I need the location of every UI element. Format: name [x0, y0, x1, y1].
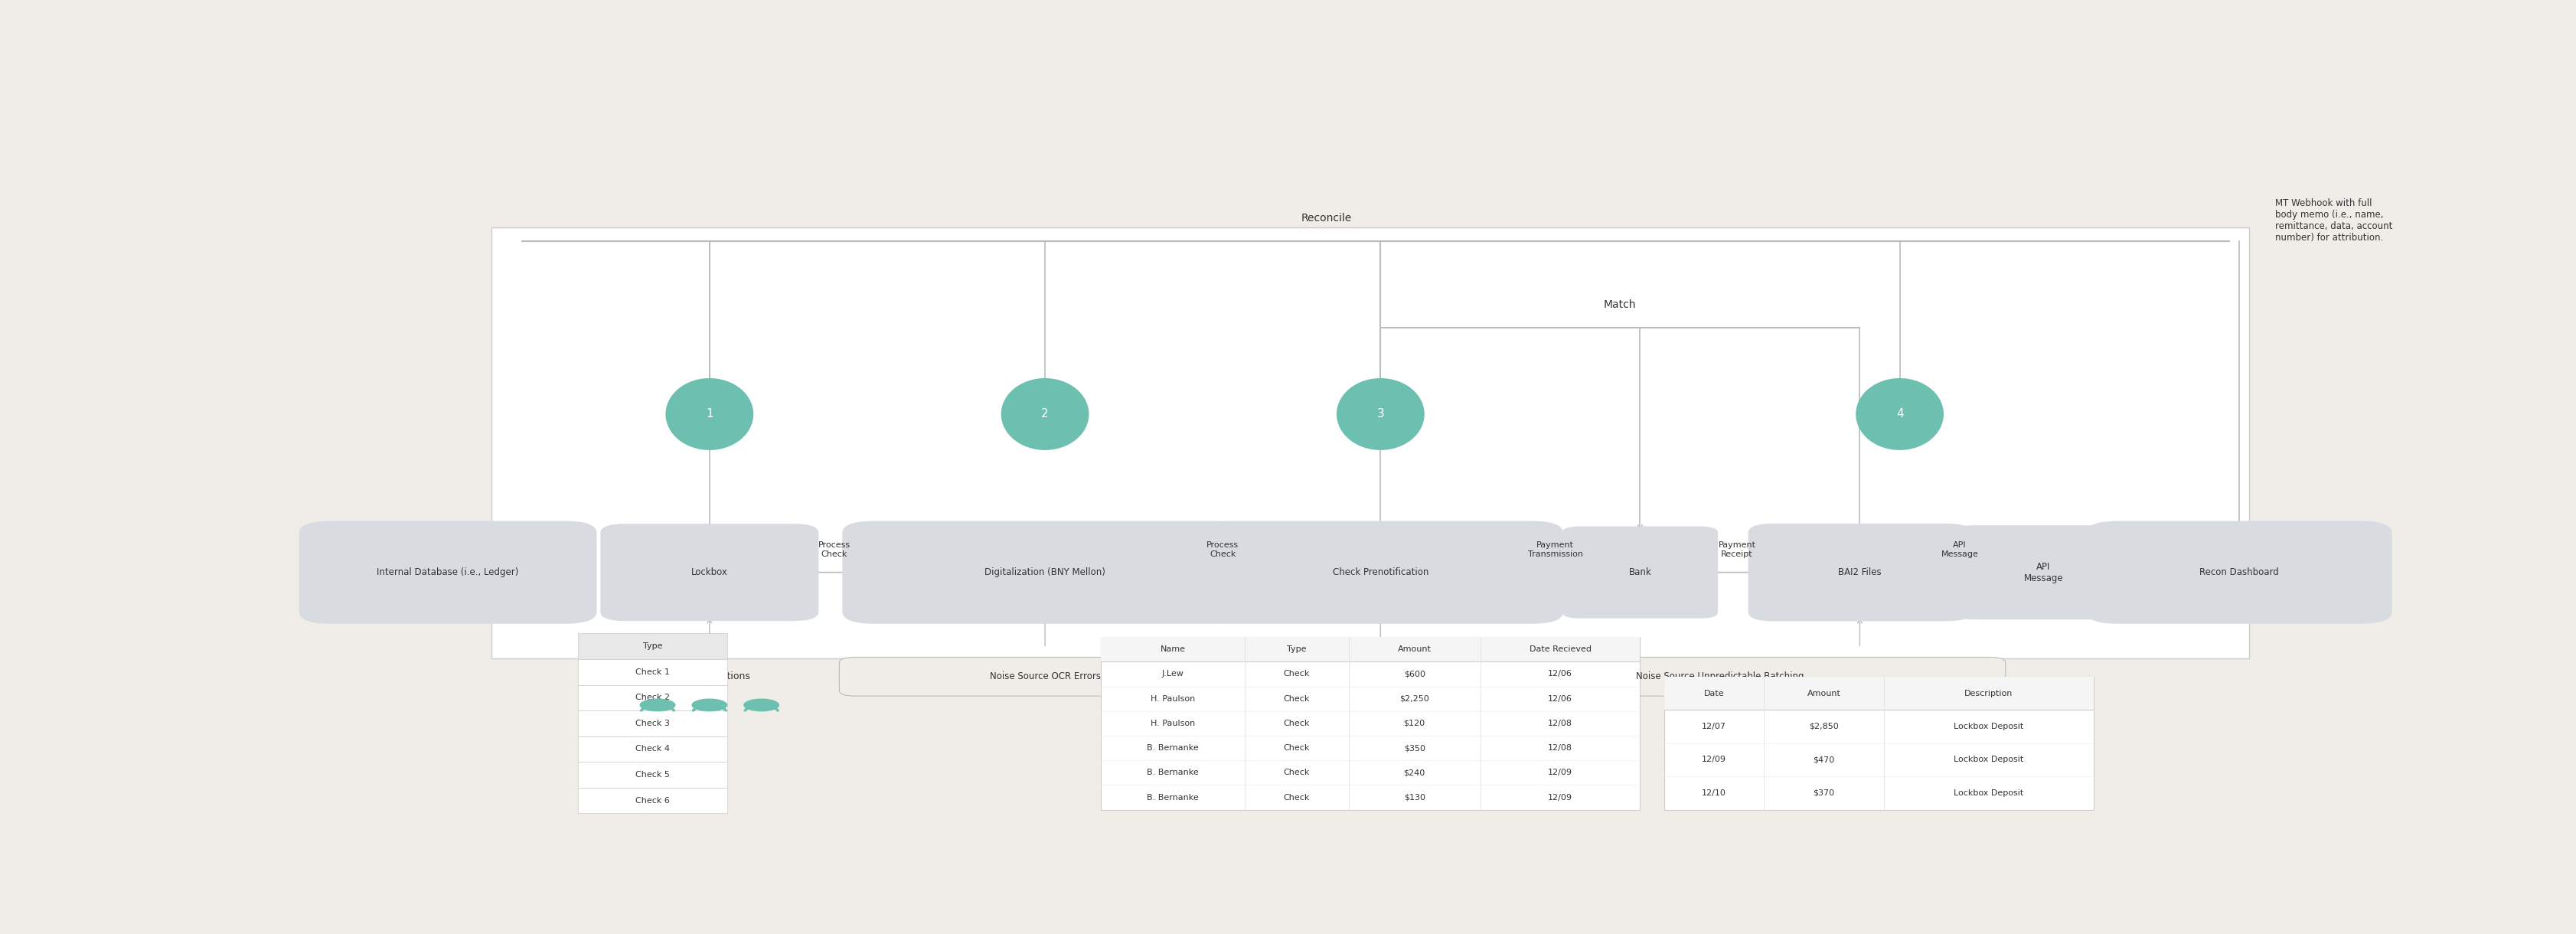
Text: $350: $350: [1404, 744, 1425, 752]
FancyBboxPatch shape: [577, 711, 726, 736]
Text: Amount: Amount: [1806, 689, 1839, 697]
FancyBboxPatch shape: [577, 633, 726, 659]
Text: 12/10: 12/10: [1700, 789, 1726, 797]
Text: B. Bernanke: B. Bernanke: [1146, 769, 1198, 776]
Text: API
Message: API Message: [2022, 561, 2063, 583]
Text: $120: $120: [1404, 719, 1425, 728]
Text: 12/09: 12/09: [1548, 794, 1571, 801]
Text: Recon Dashboard: Recon Dashboard: [2200, 567, 2277, 577]
Ellipse shape: [1855, 378, 1942, 450]
Text: $470: $470: [1814, 756, 1834, 764]
FancyBboxPatch shape: [577, 787, 726, 814]
FancyBboxPatch shape: [492, 227, 2249, 658]
Text: Check: Check: [1283, 695, 1309, 702]
Text: 12/08: 12/08: [1548, 719, 1571, 728]
Text: Digitalization (BNY Mellon): Digitalization (BNY Mellon): [984, 567, 1105, 577]
Text: 12/06: 12/06: [1548, 671, 1571, 678]
Text: 1: 1: [706, 408, 714, 420]
Text: Description: Description: [1963, 689, 2012, 697]
FancyBboxPatch shape: [1198, 521, 1564, 624]
Text: 4: 4: [1896, 408, 1904, 420]
Text: $370: $370: [1814, 789, 1834, 797]
Text: 12/09: 12/09: [1548, 769, 1571, 776]
FancyBboxPatch shape: [1953, 525, 2133, 619]
Circle shape: [744, 699, 778, 712]
Text: $600: $600: [1404, 671, 1425, 678]
Text: Match: Match: [1602, 299, 1636, 310]
FancyBboxPatch shape: [1664, 676, 2092, 710]
Text: $2,850: $2,850: [1808, 723, 1839, 730]
Text: B. Bernanke: B. Bernanke: [1146, 794, 1198, 801]
Text: Lockbox Deposit: Lockbox Deposit: [1953, 723, 2022, 730]
Text: Check 4: Check 4: [636, 745, 670, 753]
Text: $240: $240: [1404, 769, 1425, 776]
Text: 12/09: 12/09: [1700, 756, 1726, 764]
FancyBboxPatch shape: [577, 659, 726, 685]
Text: Noise Source Unpredictable Batching: Noise Source Unpredictable Batching: [1636, 672, 1803, 682]
Text: Lockbox Deposit: Lockbox Deposit: [1953, 756, 2022, 764]
Text: H. Paulson: H. Paulson: [1149, 719, 1195, 728]
FancyBboxPatch shape: [840, 658, 1249, 696]
Text: Bank: Bank: [1628, 567, 1651, 577]
Text: $130: $130: [1404, 794, 1425, 801]
Text: Check Prenotification: Check Prenotification: [1332, 567, 1427, 577]
FancyBboxPatch shape: [600, 524, 819, 621]
FancyBboxPatch shape: [1100, 637, 1638, 810]
Text: Check 5: Check 5: [636, 771, 670, 779]
Text: Payment
Transmission: Payment Transmission: [1528, 542, 1582, 558]
Ellipse shape: [1337, 378, 1425, 450]
Text: Check 1: Check 1: [636, 668, 670, 676]
Text: Check: Check: [1283, 719, 1309, 728]
Ellipse shape: [999, 378, 1090, 450]
Text: Date: Date: [1703, 689, 1723, 697]
Text: Lockbox: Lockbox: [690, 567, 726, 577]
Text: Process
Check: Process Check: [819, 542, 850, 558]
Text: Check 2: Check 2: [636, 694, 670, 701]
FancyBboxPatch shape: [299, 521, 598, 624]
Text: Check: Check: [1283, 744, 1309, 752]
Text: API
Message: API Message: [1940, 542, 1978, 558]
Text: Check: Check: [1283, 794, 1309, 801]
Text: 3: 3: [1376, 408, 1383, 420]
Text: Process
Check: Process Check: [1206, 542, 1239, 558]
Text: Reconcile: Reconcile: [1301, 213, 1352, 223]
Text: 2: 2: [1041, 408, 1048, 420]
Text: 12/07: 12/07: [1700, 723, 1726, 730]
Text: Name: Name: [1159, 645, 1185, 653]
Text: Check: Check: [1283, 769, 1309, 776]
Text: Payment
Receipt: Payment Receipt: [1718, 542, 1754, 558]
Text: J.Lew: J.Lew: [1162, 671, 1182, 678]
Text: Amount: Amount: [1396, 645, 1430, 653]
FancyBboxPatch shape: [577, 736, 726, 762]
Text: BAI2 Files: BAI2 Files: [1837, 567, 1880, 577]
FancyBboxPatch shape: [1100, 637, 1638, 661]
Circle shape: [690, 699, 726, 712]
Text: Check: Check: [1283, 671, 1309, 678]
Text: Check 6: Check 6: [636, 797, 670, 804]
FancyBboxPatch shape: [1561, 527, 1718, 618]
FancyBboxPatch shape: [577, 762, 726, 787]
Text: Internal Database (i.e., Ledger): Internal Database (i.e., Ledger): [376, 567, 518, 577]
FancyBboxPatch shape: [1435, 658, 2004, 696]
FancyBboxPatch shape: [842, 521, 1247, 624]
Text: 12/08: 12/08: [1548, 744, 1571, 752]
Text: Type: Type: [1285, 645, 1306, 653]
FancyBboxPatch shape: [2087, 521, 2391, 624]
Circle shape: [639, 699, 675, 712]
Text: Lockbox Deposit: Lockbox Deposit: [1953, 789, 2022, 797]
Text: $2,250: $2,250: [1399, 695, 1430, 702]
Text: Check Donations: Check Donations: [670, 672, 750, 682]
Text: Noise Source OCR Errors: Noise Source OCR Errors: [989, 672, 1100, 682]
FancyBboxPatch shape: [577, 685, 726, 711]
Text: MT Webhook with full
body memo (i.e., name,
remittance, data, account
number) fo: MT Webhook with full body memo (i.e., na…: [2275, 198, 2393, 243]
Text: Check 3: Check 3: [636, 719, 670, 728]
Ellipse shape: [665, 378, 752, 450]
Text: 12/06: 12/06: [1548, 695, 1571, 702]
FancyBboxPatch shape: [1747, 524, 1971, 621]
Text: B. Bernanke: B. Bernanke: [1146, 744, 1198, 752]
Text: H. Paulson: H. Paulson: [1149, 695, 1195, 702]
Text: Type: Type: [641, 643, 662, 650]
Text: Date Recieved: Date Recieved: [1528, 645, 1592, 653]
FancyBboxPatch shape: [1664, 676, 2092, 810]
